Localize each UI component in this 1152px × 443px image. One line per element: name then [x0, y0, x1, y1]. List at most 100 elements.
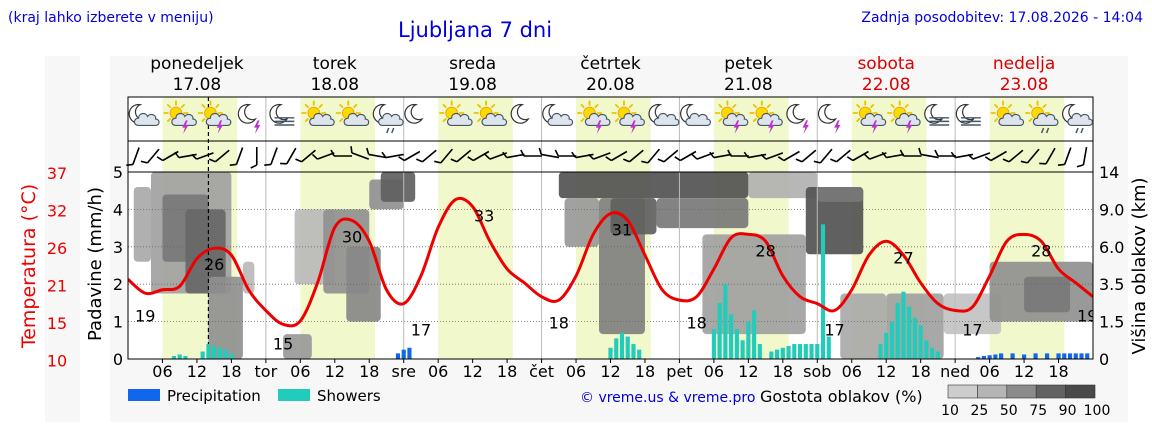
day-date: 18.08	[310, 75, 359, 95]
x-tick-label: 06	[290, 362, 310, 381]
wind-barb	[554, 149, 577, 157]
precipitation-bar	[1044, 353, 1050, 359]
wind-barb	[881, 151, 905, 159]
wind-barb	[467, 150, 490, 162]
shower-bar	[711, 329, 716, 359]
density-tick-label: 100	[1084, 403, 1111, 419]
cloud-height-tick-label: 9.0	[1099, 200, 1124, 219]
x-tick-label: 06	[979, 362, 999, 381]
wind-barb	[846, 150, 869, 162]
x-tick-label: 18	[1048, 362, 1068, 381]
cloud-height-tick-label: 1.5	[1099, 313, 1124, 332]
x-tick-label: 18	[221, 362, 241, 381]
x-tick-label: 18	[359, 362, 379, 381]
precipitation-bar	[401, 349, 406, 359]
temperature-extreme-label: 33	[474, 207, 494, 226]
wind-barb	[366, 147, 387, 159]
wind-barb	[250, 147, 258, 169]
shower-bar	[820, 224, 826, 359]
temperature-extreme-label: 15	[273, 334, 293, 353]
wind-barb	[709, 151, 732, 159]
wind-barb	[191, 152, 214, 160]
temperature-extreme-label: 19	[1077, 307, 1097, 326]
precipitation-bar	[395, 353, 401, 359]
wind-barb	[1057, 147, 1072, 167]
x-tick-label: 18	[635, 362, 655, 381]
cloud-cell	[208, 276, 243, 359]
shower-bar	[200, 351, 205, 359]
shower-bar	[757, 344, 762, 359]
wind-barb	[311, 152, 335, 160]
location-hint[interactable]: (kraj lahko izberete v meniju)	[8, 10, 214, 26]
x-tick-label: 06	[704, 362, 724, 381]
x-tick-label: 12	[462, 362, 482, 381]
shower-bar	[780, 347, 785, 359]
precipitation-tick-label: 1	[113, 313, 123, 332]
temperature-extreme-label: 28	[755, 241, 775, 260]
wind-barb	[538, 147, 560, 159]
cloud-cell	[943, 293, 1002, 335]
x-tick-label: 18	[497, 362, 517, 381]
cloud-density-legend-title: Gostota oblakov (%)	[760, 387, 923, 406]
wind-barb	[571, 151, 594, 159]
wind-barb	[330, 149, 353, 157]
shower-bar	[826, 336, 831, 359]
wind-barb	[450, 149, 472, 163]
shower-bar	[895, 302, 900, 359]
wind-barb	[208, 149, 230, 163]
shower-bar	[212, 345, 217, 359]
shower-bar	[740, 340, 745, 359]
shower-bar	[734, 329, 739, 359]
wind-barb	[398, 150, 421, 162]
wind-barb	[295, 149, 316, 163]
precipitation-bar	[999, 353, 1004, 359]
temperature-extreme-label: 31	[612, 221, 632, 240]
wind-barb	[918, 147, 939, 159]
wind-barb	[280, 147, 297, 165]
wind-barb	[830, 149, 851, 163]
wind-barb	[1039, 147, 1056, 165]
shower-bar	[631, 344, 636, 359]
shower-bar	[717, 302, 722, 359]
x-tick-label: 12	[738, 362, 758, 381]
wind-barb	[502, 151, 525, 159]
x-tick-label: 18	[773, 362, 793, 381]
wind-barb	[264, 147, 278, 167]
shower-bar	[878, 344, 883, 359]
temperature-tick-label: 21	[47, 277, 67, 296]
wind-barb	[674, 150, 697, 162]
wind-barb	[350, 146, 370, 160]
shower-bar	[752, 310, 757, 359]
wind-barb	[605, 150, 628, 162]
wind-barb	[1020, 148, 1040, 164]
wind-barb	[899, 149, 922, 157]
x-tick-label: 06	[842, 362, 862, 381]
wind-barb	[950, 151, 974, 159]
shower-bar	[786, 345, 791, 359]
density-tick-label: 90	[1059, 403, 1077, 419]
x-tick-label: 06	[152, 362, 172, 381]
temperature-axis-title: Temperatura (°C)	[18, 184, 40, 349]
day-name: ponedeljek	[150, 54, 244, 74]
day-name: sreda	[449, 54, 496, 74]
precipitation-bar	[1033, 353, 1038, 359]
precipitation-bar	[1067, 353, 1073, 359]
shower-bar	[907, 306, 912, 359]
cloud-cell	[656, 198, 749, 229]
shower-bar	[608, 347, 613, 359]
credit-link[interactable]: © vreme.us & vreme.pro	[580, 390, 755, 406]
legend-showers-swatch	[278, 389, 310, 401]
cloud-height-tick-label: 0	[1099, 350, 1109, 369]
x-tick-label: čet	[529, 362, 554, 381]
shower-bar	[625, 336, 630, 359]
temperature-tick-label: 32	[47, 202, 67, 221]
wind-barb	[434, 148, 453, 164]
precipitation-bar	[407, 347, 412, 359]
shower-bar	[217, 347, 222, 359]
precipitation-tick-label: 4	[113, 200, 123, 219]
day-name: petek	[724, 54, 772, 74]
precipitation-tick-label: 0	[113, 350, 123, 369]
shower-bar	[183, 356, 188, 359]
wind-barb	[813, 148, 833, 164]
shower-bar	[229, 353, 234, 359]
